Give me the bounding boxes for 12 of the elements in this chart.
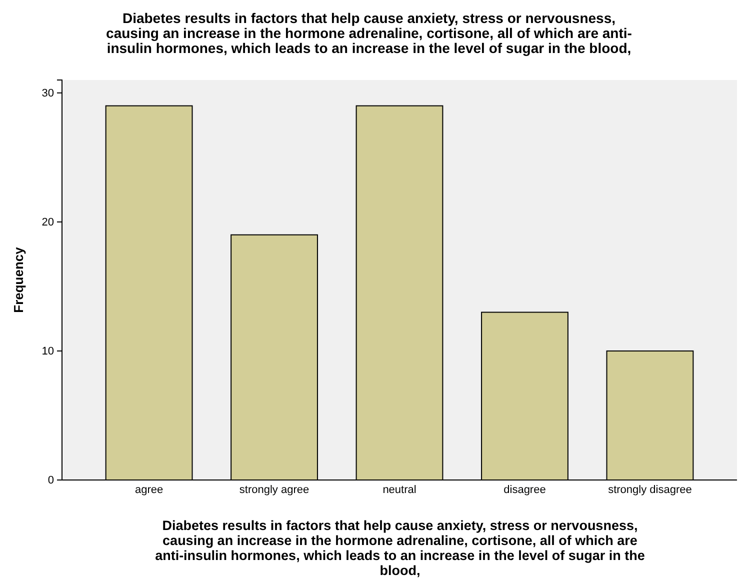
y-axis-title: Frequency (11, 246, 26, 313)
chart-title: Diabetes results in factors that help cause anxiety, stress or nervousness, causing an increase in the hormone adrenaline, cortisone, all of which are anti- insulin hormones, which leads to an increase in the level of sugar in the blood, (106, 10, 632, 56)
y-tick-label: 30 (42, 87, 54, 100)
x-tick-label: agree (134, 484, 164, 496)
x-tick-label: strongly disagree (608, 484, 692, 496)
x-axis-title: Diabetes results in factors that help cause anxiety, stress or nervousness, causing an increase in the hormone adrenaline, cortisone, all of which are anti-insulin hormones, which leads to an increase in the level of sugar in the blood, (155, 518, 646, 578)
y-tick-label: 20 (42, 216, 54, 228)
x-tick-label: disagree (504, 484, 546, 496)
y-tick-label: 10 (42, 345, 54, 358)
x-tick-label: neutral (382, 484, 416, 496)
y-tick-label: 0 (48, 474, 54, 487)
x-tick-label: strongly agree (239, 484, 310, 496)
